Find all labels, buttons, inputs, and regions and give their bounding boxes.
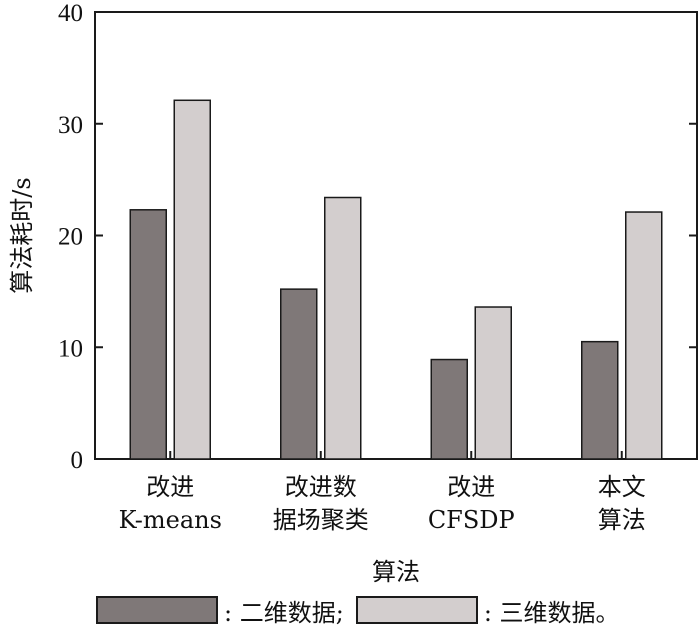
y-tick-label: 30 — [58, 112, 83, 139]
legend-swatch-2d — [96, 596, 218, 624]
bar-3d-3 — [474, 306, 512, 460]
x-tick-label: 算法 — [598, 506, 646, 534]
x-tick-label: 据场聚类 — [273, 506, 369, 534]
y-tick-label: 40 — [58, 0, 83, 27]
bar-2d-1 — [129, 209, 167, 460]
x-tick-label: K-means — [119, 506, 222, 534]
legend-label-2d: : 二维数据; — [224, 598, 344, 627]
x-tick-label: 改进 — [447, 473, 495, 501]
bar-2d-4 — [581, 340, 619, 460]
bar-2d-2 — [280, 288, 318, 460]
bar-2d-3 — [430, 358, 468, 460]
legend-label-3d: : 三维数据。 — [483, 598, 620, 627]
legend: : 二维数据; : 三维数据。 — [96, 594, 632, 627]
legend-swatch-3d — [355, 596, 478, 624]
bar-3d-2 — [324, 196, 362, 460]
x-tick-label: 改进 — [146, 473, 194, 501]
x-tick-label: 改进数 — [285, 473, 357, 501]
y-tick-label: 20 — [58, 224, 83, 251]
y-axis-title: 算法耗时/s — [8, 177, 36, 293]
x-tick-label: 本文 — [598, 473, 646, 501]
bar-3d-4 — [625, 211, 663, 460]
y-tick-label: 0 — [71, 447, 84, 474]
y-tick-label: 10 — [58, 335, 83, 362]
x-tick-label: CFSDP — [428, 506, 515, 534]
x-axis-title: 算法 — [372, 558, 420, 586]
bar-3d-1 — [173, 99, 211, 460]
